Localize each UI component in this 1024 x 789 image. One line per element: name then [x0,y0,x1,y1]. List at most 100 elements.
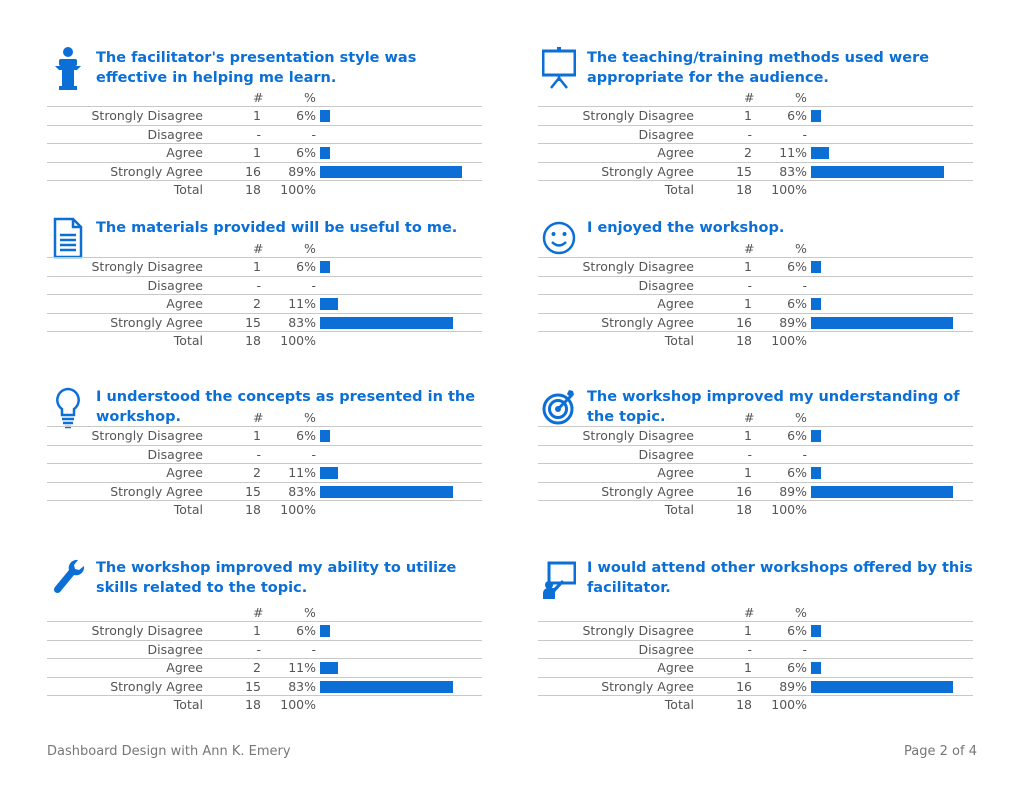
row-label: Total [664,333,694,348]
bar [320,316,453,329]
row-percent: - [802,277,807,293]
row-count: - [747,126,752,142]
bar [811,467,821,479]
total-row: Total 18 100% [47,180,482,199]
count-header: # [744,241,755,256]
row-percent: 100% [280,333,316,348]
table-row: Strongly Disagree 1 6% [47,257,482,276]
percent-header: % [304,241,316,256]
row-percent: - [311,446,316,462]
row-label: Total [664,182,694,197]
row-percent: 83% [288,678,316,694]
row-label: Strongly Disagree [91,623,204,638]
row-label: Strongly Disagree [582,428,695,443]
table-row: Strongly Agree 15 83% [47,312,482,332]
row-percent: 11% [288,660,316,675]
chart-title: The teaching/training methods used were … [587,50,930,86]
table-row: Agree 2 11% [47,294,482,313]
row-count: 1 [744,623,752,638]
row-count: - [747,446,752,462]
row-label: Agree [166,296,203,311]
row-percent: 6% [787,259,807,274]
table-header: #% [538,239,973,257]
row-label: Disagree [638,277,694,293]
row-count: 15 [245,483,261,499]
row-label: Total [173,697,203,712]
row-percent: 6% [296,428,316,443]
row-count: 16 [736,483,752,499]
row-count: 18 [736,182,752,197]
row-percent: 83% [288,483,316,499]
row-count: 18 [245,502,261,517]
page-number: Page 2 of 4 [904,744,977,759]
row-count: - [256,277,261,293]
bar [320,165,463,178]
row-count: 1 [744,259,752,274]
row-count: 1 [744,660,752,675]
row-count: 2 [253,465,261,480]
bar [811,165,944,178]
count-header: # [744,410,755,425]
chart-title: I enjoyed the workshop. [587,220,785,236]
row-percent: 6% [787,623,807,638]
row-label: Total [173,502,203,517]
percent-header: % [304,605,316,620]
table-row: Disagree - - [538,639,973,659]
row-count: 18 [736,502,752,517]
row-label: Total [664,502,694,517]
table-row: Disagree - - [47,639,482,659]
row-count: 1 [744,108,752,123]
table-header: #% [538,603,973,621]
row-percent: 83% [288,314,316,330]
bar [811,110,821,122]
bar [320,147,330,159]
row-label: Strongly Agree [601,163,694,179]
row-label: Agree [657,145,694,160]
bar [811,147,829,159]
table-header: #% [47,88,482,106]
results-table: #% Strongly Disagree 1 6% Disagree - - Agree 2 11… [47,603,482,714]
percent-header: % [795,241,807,256]
count-header: # [253,90,264,105]
footer-credit: Dashboard Design with Ann K. Emery [47,744,291,759]
row-count: 15 [245,314,261,330]
row-percent: 100% [771,697,807,712]
row-count: - [256,641,261,657]
chart-title: I would attend other workshops offered b… [587,560,973,596]
chart-title: The workshop improved my understanding o… [587,389,960,425]
table-row: Strongly Agree 16 89% [538,481,973,501]
table-row: Agree 1 6% [538,463,973,482]
table-row: Disagree - - [538,275,973,295]
table-row: Disagree - - [47,124,482,144]
document-icon [51,215,85,261]
row-label: Strongly Agree [110,678,203,694]
row-count: 2 [253,660,261,675]
row-percent: 89% [779,678,807,694]
row-count: 2 [744,145,752,160]
row-label: Strongly Agree [110,483,203,499]
row-label: Strongly Agree [601,314,694,330]
count-header: # [253,241,264,256]
table-header: #% [538,408,973,426]
table-row: Strongly Disagree 1 6% [538,257,973,276]
bar [811,662,821,674]
presentation-board-icon [542,45,576,91]
row-count: - [747,641,752,657]
row-percent: 6% [787,465,807,480]
bar [320,467,338,479]
total-row: Total 18 100% [47,331,482,350]
row-percent: - [802,641,807,657]
table-row: Strongly Agree 16 89% [538,312,973,332]
row-percent: 89% [288,163,316,179]
row-percent: 89% [779,483,807,499]
row-percent: 100% [771,502,807,517]
row-count: 18 [736,333,752,348]
total-row: Total 18 100% [538,695,973,714]
percent-header: % [304,90,316,105]
row-label: Strongly Disagree [91,108,204,123]
row-percent: 6% [787,660,807,675]
count-header: # [253,605,264,620]
table-row: Agree 1 6% [538,658,973,677]
row-label: Agree [166,465,203,480]
row-percent: 83% [779,163,807,179]
